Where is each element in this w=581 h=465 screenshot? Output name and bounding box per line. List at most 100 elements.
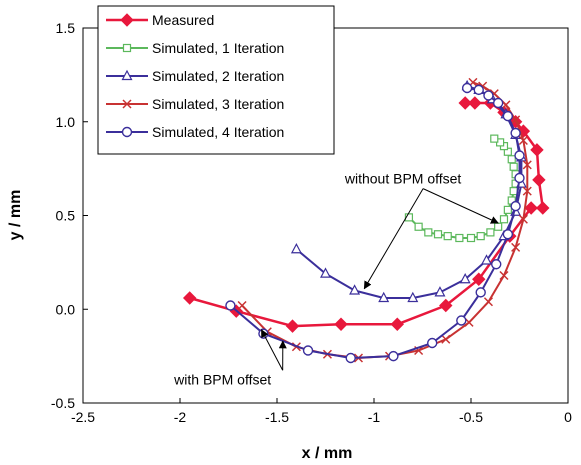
series-layer [182,77,550,364]
y-tick-label: 1.5 [56,20,76,36]
annotation-text: without BPM offset [344,171,462,187]
annotation-arrow [422,188,499,224]
data-point [490,134,499,143]
legend-label: Simulated, 3 Iteration [152,96,284,112]
data-point [424,228,433,237]
data-point [491,259,502,270]
x-axis-title: x / mm [302,445,353,462]
data-point [182,291,197,305]
annotation-arrow [261,329,284,371]
legend-label: Simulated, 4 Iteration [152,124,284,140]
data-point [483,297,493,307]
legend-item: Simulated, 2 Iteration [106,68,284,84]
data-point [511,242,521,252]
data-point [524,201,538,215]
data-point [320,267,331,278]
legend-swatch-marker [121,69,133,81]
data-point [441,334,451,344]
data-point [494,222,503,231]
x-tick-label: -1 [368,409,381,425]
x-tick-label: -0.5 [459,409,483,425]
legend-swatch-marker [121,126,133,138]
data-point [518,135,528,146]
data-point [481,254,493,265]
legend-label: Simulated, 2 Iteration [152,68,284,84]
data-point [390,317,404,331]
data-point [466,233,476,243]
data-point [334,317,348,331]
annotation-1: without BPM offset [344,171,499,290]
data-point [502,110,514,122]
data-point [455,233,464,243]
data-point [349,284,361,295]
legend-label: Measured [152,12,214,28]
data-point [510,127,521,139]
data-point [522,160,532,170]
axes: -2.5 -2 -1.5 -1 -0.5 0 -0.5 0.0 0.5 1.0 1.5 [51,20,572,425]
data-point [461,82,473,94]
data-point [530,143,544,157]
y-tick-label: 0.5 [56,208,76,224]
series-5 [225,82,525,364]
annotation-2: with BPM offset [173,329,287,387]
data-point [439,298,453,313]
data-point [514,150,525,161]
x-tick-label: -1.5 [265,409,289,425]
data-point [486,228,495,237]
data-point [290,242,302,254]
data-point [237,300,247,311]
legend-item: Simulated, 4 Iteration [106,124,284,140]
y-axis-title: y / mm [7,190,24,241]
x-tick-label: -2 [174,409,187,425]
data-point [407,291,419,303]
data-point [433,230,443,239]
legend-box [97,5,335,155]
data-point [285,319,300,333]
data-point [536,201,550,215]
data-point [507,155,516,164]
data-point [522,186,532,196]
data-point [472,272,486,286]
annotation-layer: without BPM offset with BPM offset [173,171,499,387]
y-tick-label: -0.5 [51,395,75,411]
legend-item: Simulated, 1 Iteration [106,40,284,56]
data-point [468,96,482,110]
data-point [302,345,314,356]
legend-label: Simulated, 1 Iteration [152,40,284,56]
annotation-arrow [363,188,424,290]
y-tick-label: 1.0 [56,114,76,130]
data-point [459,272,471,284]
data-point [499,215,509,224]
data-point [532,173,546,187]
legend-swatch-marker [120,13,134,27]
legend: Measured Simulated, 1 Iteration Simulated,… [97,5,335,155]
x-tick-label: -2.5 [71,409,95,425]
data-point [509,162,518,171]
data-point [511,115,521,125]
data-point [388,350,399,362]
y-tick-label: 0.0 [56,301,76,317]
data-point [475,287,486,298]
x-tick-label: 0 [564,409,572,425]
data-point [473,84,484,96]
legend-swatch-marker [122,43,132,53]
data-point [414,222,423,231]
data-point [404,213,414,222]
data-point [476,232,485,241]
data-point [483,90,494,101]
data-point [345,352,356,364]
legend-swatch-marker [122,99,132,109]
data-point [427,337,438,349]
data-point [456,315,467,326]
data-point [492,97,504,109]
legend-item: Simulated, 3 Iteration [106,96,284,112]
data-point [434,286,446,297]
data-point [225,300,236,311]
data-point [499,270,509,281]
data-point [509,187,518,196]
data-point [503,205,512,214]
data-point [514,172,525,184]
data-point [518,214,528,224]
data-point [502,229,514,240]
